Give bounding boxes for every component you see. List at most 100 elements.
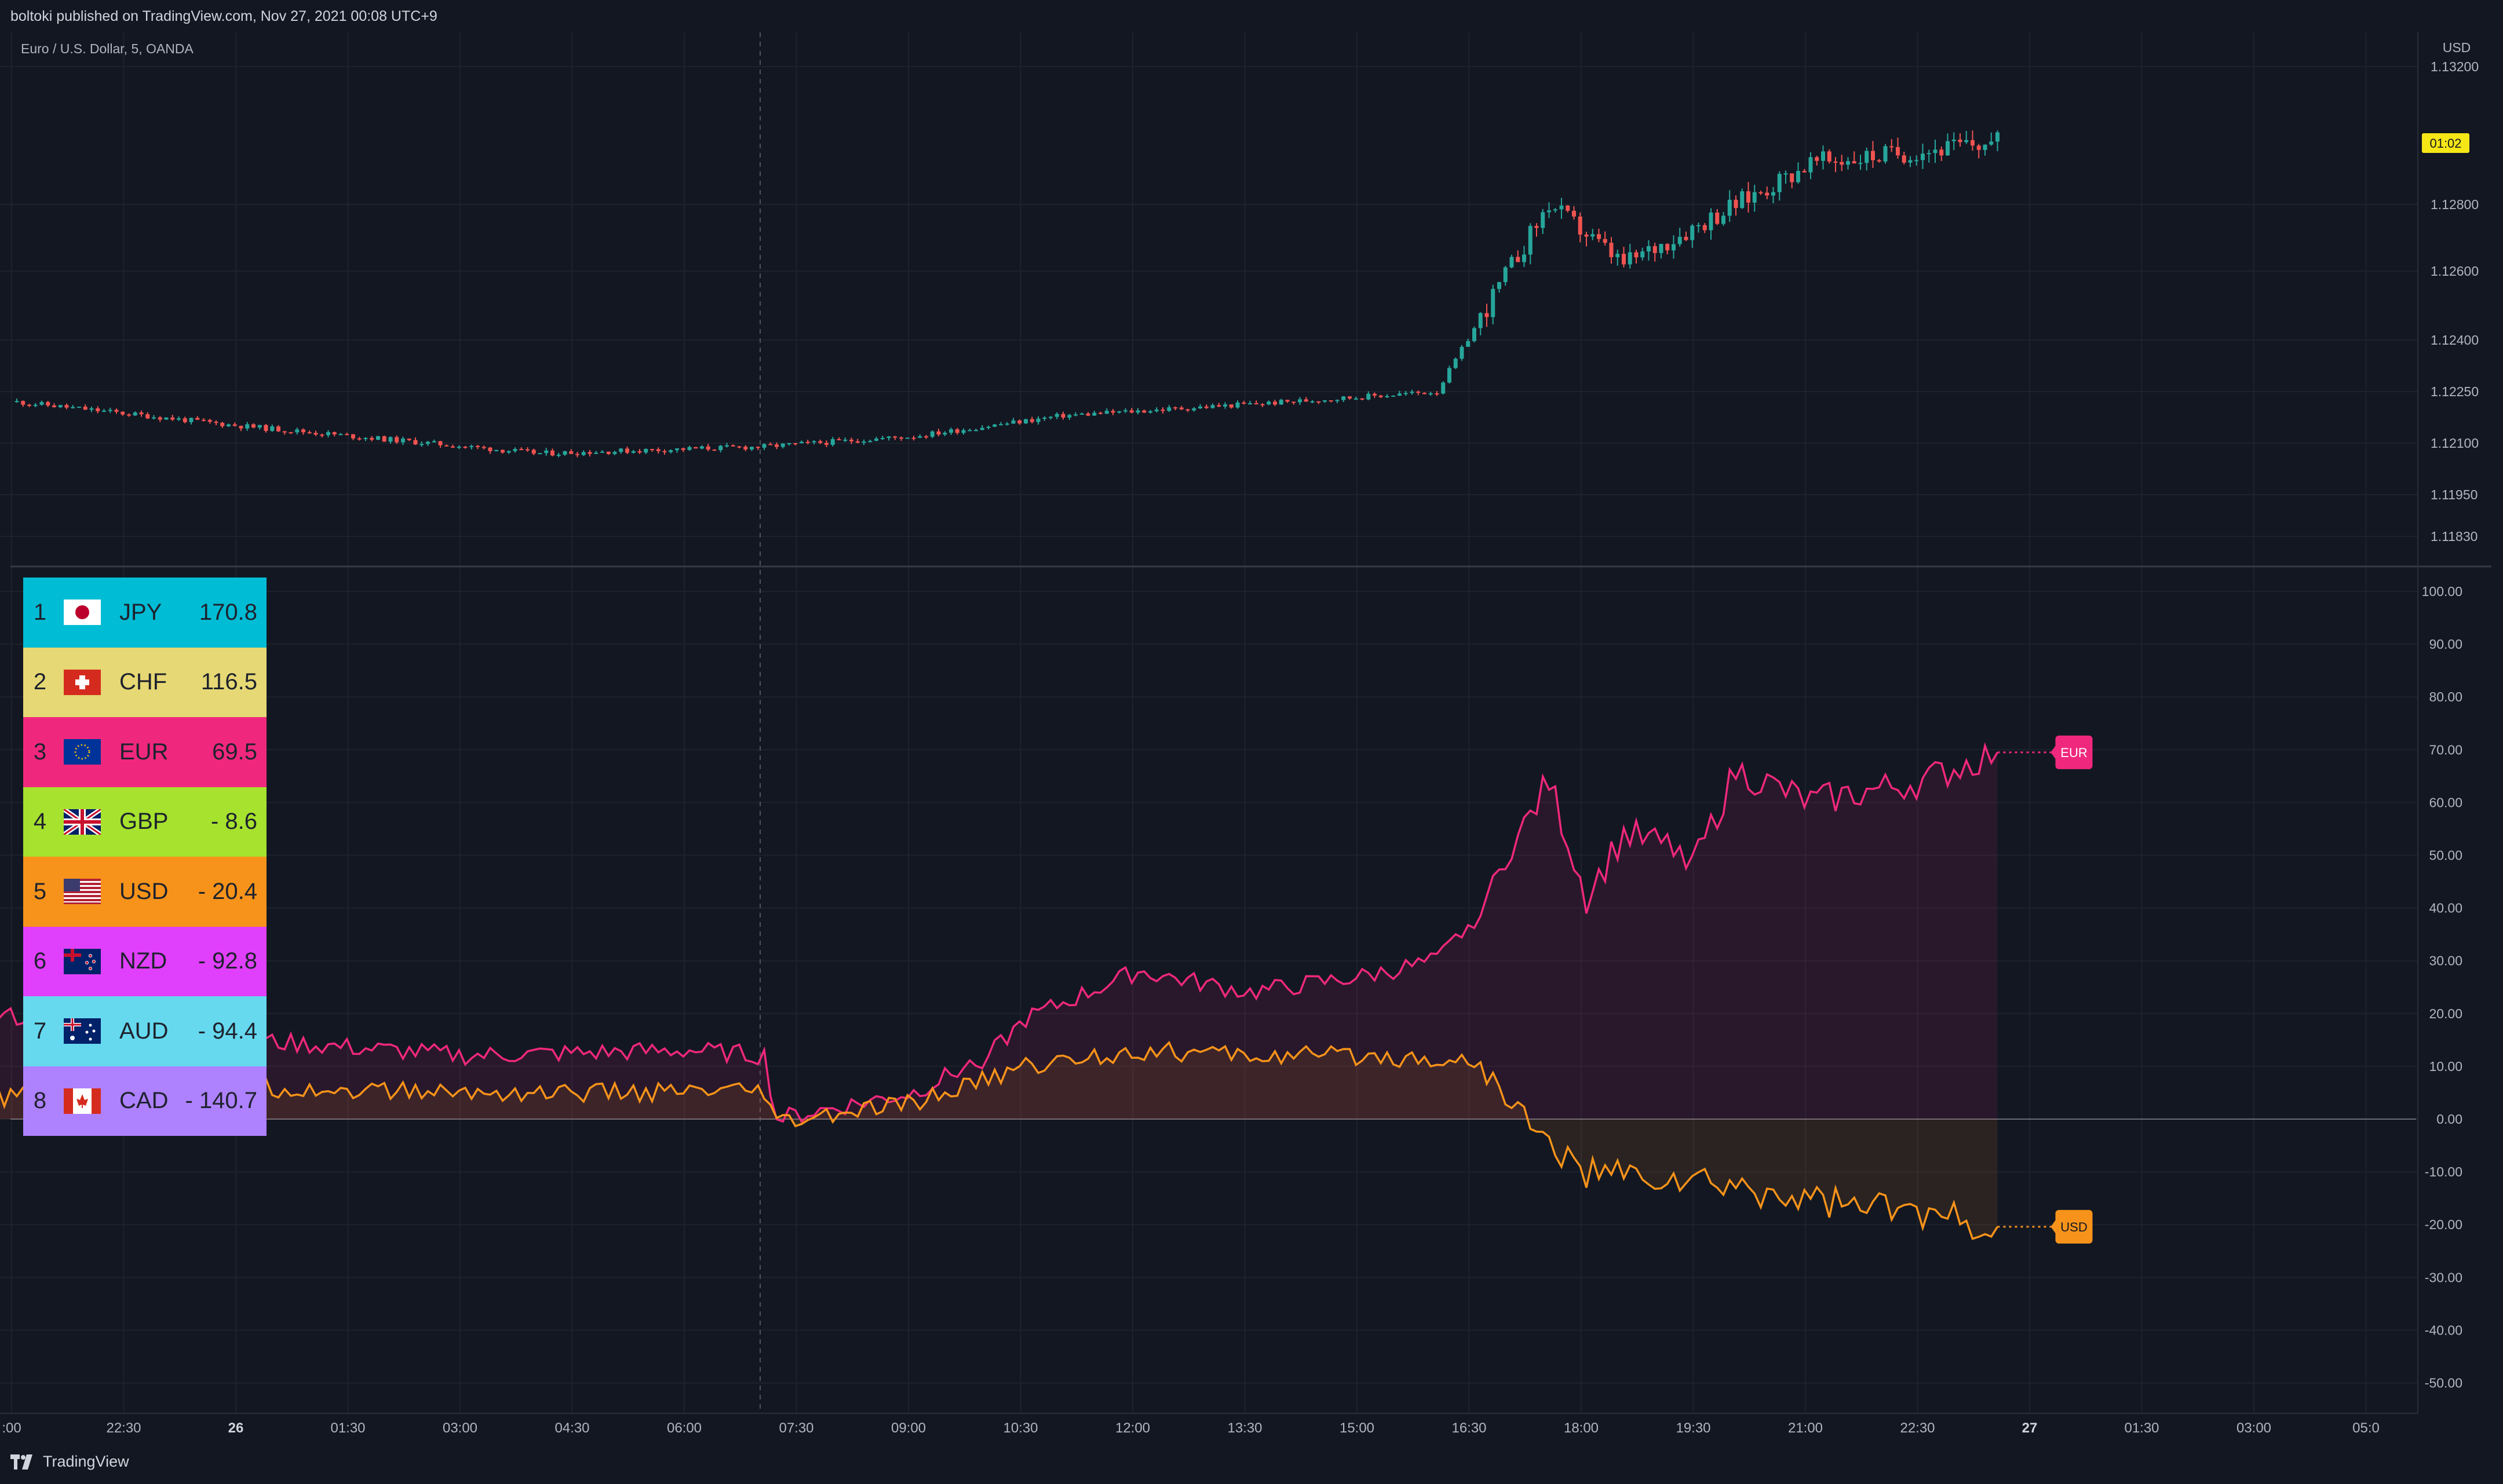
candle-body	[1011, 420, 1016, 424]
candle-body	[1659, 244, 1663, 253]
candle-body	[644, 449, 648, 453]
candle-body	[1017, 420, 1022, 423]
candle-body	[376, 436, 380, 440]
candle-body	[1167, 407, 1172, 411]
price-tick-label: 1.12400	[2431, 332, 2479, 348]
candle-body	[413, 440, 418, 445]
candle-body	[1273, 401, 1277, 405]
candle-body	[556, 454, 561, 456]
time-tick-label: 12:00	[1115, 1420, 1150, 1436]
candle-body	[762, 444, 767, 448]
candle-body	[1341, 396, 1346, 400]
candle-body	[550, 450, 554, 456]
candle-body	[1622, 254, 1626, 265]
strength-tick-label: -20.00	[2425, 1217, 2462, 1232]
candle-body	[812, 441, 816, 443]
candle-body	[52, 405, 56, 408]
candle-body	[1279, 400, 1283, 405]
candle-body	[501, 449, 505, 453]
time-tick-label: 27	[2022, 1420, 2038, 1436]
candle-body	[313, 433, 318, 435]
candle-body	[880, 438, 885, 440]
time-axis[interactable]: :00 22:30 26 01:30 03:00 04:30 06:00 07:30 09:00…	[2, 1420, 2380, 1436]
candle-body	[102, 410, 106, 412]
countdown-text: 01:02	[2429, 136, 2461, 151]
candle-body	[1652, 246, 1657, 253]
candle-body	[326, 432, 330, 436]
candle-body	[1690, 225, 1695, 240]
candle-body	[1534, 226, 1539, 228]
candle-body	[1852, 161, 1856, 164]
chart-area[interactable]: Euro / U.S. Dollar, 5, OANDA USD 1.13200…	[0, 0, 2503, 1442]
candle-body	[1516, 257, 1520, 262]
candle-body	[531, 449, 536, 454]
candle-body	[625, 448, 629, 453]
candle-body	[227, 424, 231, 426]
strength-axis[interactable]: 100.00 90.00 80.00 70.00 60.00 50.00 40.00 30.0…	[2422, 584, 2462, 1391]
candle-body	[1709, 213, 1713, 231]
candle-body	[1995, 132, 2000, 142]
candle-body	[1235, 402, 1240, 408]
price-tick-label: 1.11830	[2431, 529, 2478, 544]
tradingview-brand[interactable]: TradingView	[10, 1453, 129, 1471]
candle-body	[800, 441, 804, 444]
candle-body	[1908, 160, 1913, 163]
time-tick-label: 01:30	[2124, 1420, 2159, 1436]
countdown-badge: 01:02	[2422, 133, 2469, 153]
candle-body	[805, 441, 810, 443]
candle-body	[718, 445, 723, 451]
candle-body	[164, 417, 169, 420]
candle-body	[1447, 368, 1451, 383]
candle-body	[1491, 288, 1495, 317]
candle-body	[1416, 392, 1421, 393]
strength-value: - 92.8	[198, 948, 257, 974]
candle-body	[1254, 403, 1258, 405]
candle-body	[637, 451, 642, 453]
candle-body	[351, 434, 355, 438]
candle-body	[1566, 205, 1570, 211]
price-axis[interactable]: USD 1.13200 1.12800 1.12600 1.12400 1.12250 1…	[2431, 40, 2479, 544]
rank-number: 5	[33, 878, 47, 904]
price-tick-label: 1.13200	[2431, 59, 2479, 74]
time-tick-label: 06:00	[667, 1420, 702, 1436]
ca-flag-icon	[64, 1088, 101, 1114]
candle-body	[899, 437, 903, 439]
candle-body	[239, 426, 243, 429]
candle-body	[1185, 409, 1190, 411]
ranking-row: 4 GBP - 8.6	[23, 787, 267, 857]
candle-body	[780, 443, 785, 447]
candle-body	[1827, 151, 1831, 162]
candle-body	[1111, 411, 1115, 413]
ranking-row: 3 EUR 69.5	[23, 717, 267, 787]
candle-body	[1578, 216, 1582, 235]
candle-body	[21, 401, 25, 405]
candle-body	[1615, 254, 1620, 257]
candle-body	[1304, 399, 1308, 402]
jp-flag-icon	[64, 600, 101, 626]
candle-body	[949, 429, 953, 433]
candle-body	[650, 449, 654, 451]
candle-body	[1933, 149, 1938, 153]
candle-body	[1104, 411, 1109, 414]
grid	[0, 32, 2418, 1413]
price-tick-label: 1.12600	[2431, 264, 2479, 279]
time-tick-label: 05:0	[2352, 1420, 2380, 1436]
time-tick-label: 10:30	[1003, 1420, 1038, 1436]
candle-body	[544, 450, 549, 454]
candle-body	[1734, 199, 1738, 209]
currency-code: USD	[119, 878, 169, 904]
candle-body	[787, 443, 791, 444]
candle-body	[1584, 234, 1589, 237]
candle-body	[1192, 408, 1196, 411]
candle-body	[1353, 398, 1358, 400]
candle-body	[1079, 413, 1084, 415]
candle-body	[1889, 146, 1894, 148]
candle-body	[1715, 213, 1720, 224]
candle-body	[108, 410, 112, 411]
strength-tick-label: 60.00	[2429, 795, 2462, 810]
candle-body	[1422, 393, 1426, 394]
candle-body	[1939, 149, 1944, 156]
eu-flag-icon	[64, 739, 101, 765]
candle-body	[1509, 257, 1514, 268]
candle-body	[232, 424, 237, 426]
